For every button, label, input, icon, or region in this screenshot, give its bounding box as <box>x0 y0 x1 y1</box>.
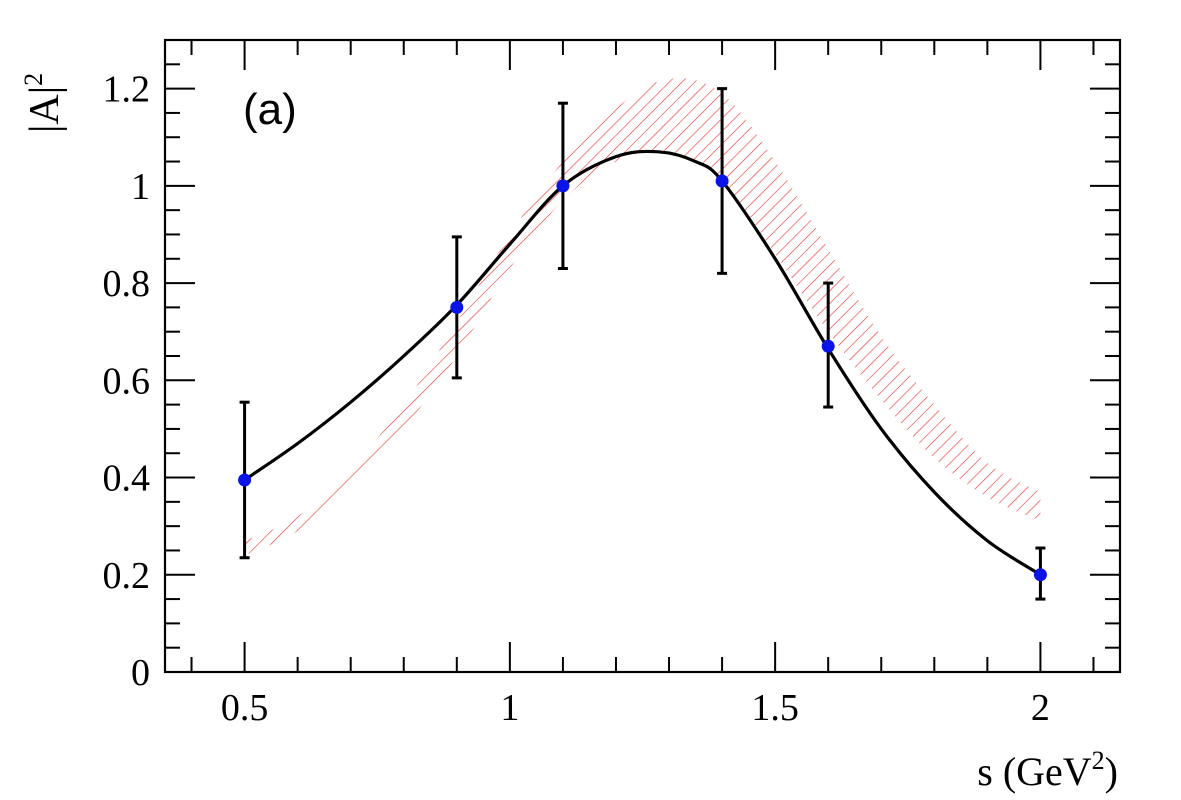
data-point-marker <box>450 300 464 314</box>
x-axis-label-end: ) <box>1105 749 1118 794</box>
data-point <box>821 281 835 409</box>
data-point-marker <box>238 473 252 487</box>
x-tick-label: 1.5 <box>751 687 799 729</box>
data-point-marker <box>821 339 835 353</box>
y-tick-label: 0.6 <box>103 360 151 402</box>
x-tick-label: 1 <box>500 687 519 729</box>
data-point <box>238 400 252 560</box>
data-point-marker <box>1033 568 1047 582</box>
y-axis-label: |A|2 <box>19 73 68 133</box>
y-tick-label: 0.8 <box>103 263 151 305</box>
data-point <box>556 101 570 270</box>
y-tick-label: 1.2 <box>103 69 151 111</box>
y-tick-label: 1 <box>131 166 150 208</box>
panel-label: (a) <box>243 85 297 134</box>
data-point-marker <box>715 174 729 188</box>
data-point <box>715 87 729 275</box>
uncertainty-band-area <box>244 78 1041 556</box>
data-point <box>450 235 464 380</box>
data-point-marker <box>556 179 570 193</box>
fit-curve-line <box>243 149 1042 577</box>
x-tick-label: 2 <box>1031 687 1050 729</box>
x-tick-labels: 0.5 1 1.5 2 <box>221 687 1050 729</box>
x-axis-label: s (GeV2) <box>977 746 1118 794</box>
x-axis-label-sup: 2 <box>1092 746 1105 775</box>
y-axis-label-sup: 2 <box>19 73 48 86</box>
y-axis-label-main: |A| <box>22 86 68 133</box>
data-point <box>1033 546 1047 601</box>
y-tick-labels: 0 0.2 0.4 0.6 0.8 1 1.2 <box>103 69 151 694</box>
x-axis-label-main: s (GeV <box>977 749 1092 794</box>
axis-ticks <box>165 39 1120 673</box>
y-tick-label: 0.4 <box>103 458 151 500</box>
y-tick-label: 0 <box>131 652 150 694</box>
fit-curve-group <box>243 149 1042 577</box>
x-tick-label: 0.5 <box>221 687 269 729</box>
data-points-group <box>238 87 1047 601</box>
uncertainty-band <box>244 78 1041 556</box>
y-tick-label: 0.2 <box>103 555 151 597</box>
